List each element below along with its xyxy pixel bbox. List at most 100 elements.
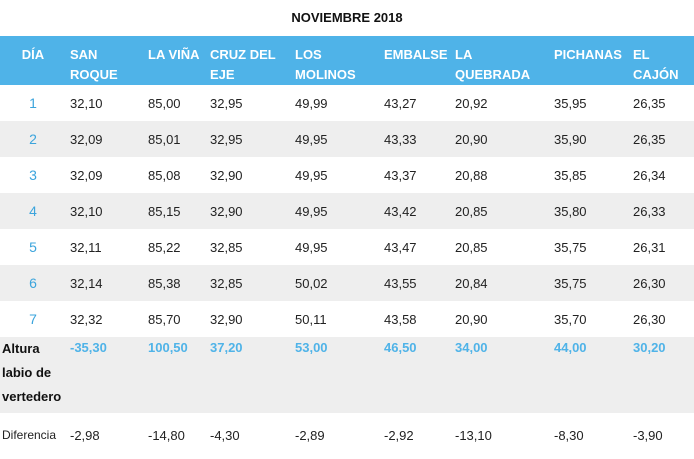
value-cell: 85,15: [144, 193, 206, 229]
value-cell: 26,35: [629, 121, 694, 157]
day-cell: 1: [29, 95, 37, 111]
header-cruz-del-eje: CRUZ DEL EJE: [206, 36, 291, 85]
day-cell: 6: [0, 265, 66, 301]
table-row: 4 32,10 85,15 32,90 49,95 43,42 20,85 35,80 26,3…: [0, 193, 694, 229]
value-cell: 32,90: [206, 193, 291, 229]
value-cell: 26,35: [633, 95, 666, 111]
value-cell: 35,75: [554, 239, 587, 255]
altura-value: 46,50: [380, 337, 451, 413]
header-embalse: EMBALSE: [380, 36, 451, 85]
value-cell: 43,33: [380, 121, 451, 157]
value-cell: 26,34: [633, 167, 666, 183]
day-cell: 2: [0, 121, 66, 157]
value-cell: 32,85: [206, 265, 291, 301]
value-cell: 32,10: [70, 95, 103, 111]
value-cell: 85,38: [144, 265, 206, 301]
value-cell: 20,85: [455, 239, 488, 255]
value-cell: 85,70: [148, 311, 181, 327]
page-title: NOVIEMBRE 2018: [291, 10, 403, 25]
value-cell: 32,95: [206, 121, 291, 157]
value-cell: 32,09: [66, 121, 144, 157]
value-cell: 32,10: [66, 193, 144, 229]
value-cell: 20,90: [451, 121, 550, 157]
value-cell: 32,85: [210, 239, 243, 255]
value-cell: 43,58: [384, 311, 417, 327]
table-row: 1 32,10 85,00 32,95 49,99 43,27 20,92 35,95 26,3…: [0, 85, 694, 121]
value-cell: 32,09: [70, 167, 103, 183]
value-cell: 50,02: [291, 265, 380, 301]
value-cell: 85,08: [148, 167, 181, 183]
value-cell: 35,95: [554, 95, 587, 111]
day-cell: 5: [29, 239, 37, 255]
value-cell: 35,75: [550, 265, 629, 301]
value-cell: 43,42: [380, 193, 451, 229]
table-row: 5 32,11 85,22 32,85 49,95 43,47 20,85 35,75 26,3…: [0, 229, 694, 265]
value-cell: 32,90: [210, 167, 243, 183]
value-cell: 32,14: [66, 265, 144, 301]
altura-value: -35,30: [66, 337, 144, 413]
day-cell: 7: [29, 311, 37, 327]
value-cell: 49,95: [291, 193, 380, 229]
value-cell: 43,55: [380, 265, 451, 301]
value-cell: 49,95: [295, 239, 328, 255]
value-cell: 32,32: [70, 311, 103, 327]
value-cell: 20,85: [451, 193, 550, 229]
reservoir-table: DÍA SAN ROQUE LA VIÑA CRUZ DEL EJE LOS MOLI…: [0, 36, 694, 457]
table-row: 3 32,09 85,08 32,90 49,95 43,37 20,88 35,85 26,3…: [0, 157, 694, 193]
diferencia-label: Diferencia: [2, 428, 57, 442]
day-cell: 4: [0, 193, 66, 229]
value-cell: 32,95: [210, 95, 243, 111]
value-cell: 50,11: [295, 311, 327, 327]
value-cell: 35,80: [550, 193, 629, 229]
value-cell: 20,92: [455, 95, 488, 111]
altura-value: 37,20: [206, 337, 291, 413]
day-cell: 3: [29, 167, 37, 183]
value-cell: 49,95: [291, 121, 380, 157]
diferencia-value: -2,92: [384, 427, 414, 443]
altura-value: 30,20: [629, 337, 694, 413]
value-cell: 43,27: [384, 95, 417, 111]
diferencia-value: -14,80: [148, 427, 185, 443]
altura-row: Altura labio de vertedero -35,30 100,50 37…: [0, 337, 694, 413]
table-row: 7 32,32 85,70 32,90 50,11 43,58 20,90 35,70 26,3…: [0, 301, 694, 337]
diferencia-row: Diferencia -2,98 -14,80 -4,30 -2,89 -2,9…: [0, 413, 694, 457]
value-cell: 26,30: [629, 265, 694, 301]
table-row: 6 32,14 85,38 32,85 50,02 43,55 20,84 35,75 26,3…: [0, 265, 694, 301]
diferencia-value: -2,89: [295, 427, 325, 443]
header-dia: DÍA: [0, 36, 66, 85]
diferencia-value: -4,30: [210, 427, 240, 443]
value-cell: 35,90: [550, 121, 629, 157]
value-cell: 35,70: [554, 311, 587, 327]
value-cell: 35,85: [554, 167, 587, 183]
header-row: DÍA SAN ROQUE LA VIÑA CRUZ DEL EJE LOS MOLI…: [0, 36, 694, 85]
value-cell: 49,95: [295, 167, 328, 183]
value-cell: 26,31: [633, 239, 666, 255]
value-cell: 32,11: [70, 239, 102, 255]
value-cell: 85,00: [148, 95, 181, 111]
diferencia-value: -13,10: [455, 427, 492, 443]
diferencia-value: -3,90: [633, 427, 663, 443]
altura-value: 44,00: [550, 337, 629, 413]
header-los-molinos: LOS MOLINOS: [291, 36, 380, 85]
value-cell: 26,30: [633, 311, 666, 327]
altura-value: 53,00: [291, 337, 380, 413]
altura-label: Altura labio de vertedero: [0, 337, 66, 413]
header-la-vina: LA VIÑA: [144, 36, 206, 85]
header-el-cajon: EL CAJÓN: [629, 36, 694, 85]
diferencia-value: -2,98: [70, 427, 100, 443]
value-cell: 43,47: [384, 239, 417, 255]
header-pichanas: PICHANAS: [550, 36, 629, 85]
altura-value: 100,50: [144, 337, 206, 413]
value-cell: 43,37: [384, 167, 417, 183]
value-cell: 32,90: [210, 311, 243, 327]
value-cell: 26,33: [629, 193, 694, 229]
value-cell: 85,22: [148, 239, 181, 255]
table-row: 2 32,09 85,01 32,95 49,95 43,33 20,90 35,90 26,3…: [0, 121, 694, 157]
value-cell: 20,84: [451, 265, 550, 301]
diferencia-value: -8,30: [554, 427, 584, 443]
altura-value: 34,00: [451, 337, 550, 413]
value-cell: 20,88: [455, 167, 488, 183]
value-cell: 20,90: [455, 311, 488, 327]
header-san-roque: SAN ROQUE: [66, 36, 144, 85]
value-cell: 49,99: [295, 95, 328, 111]
